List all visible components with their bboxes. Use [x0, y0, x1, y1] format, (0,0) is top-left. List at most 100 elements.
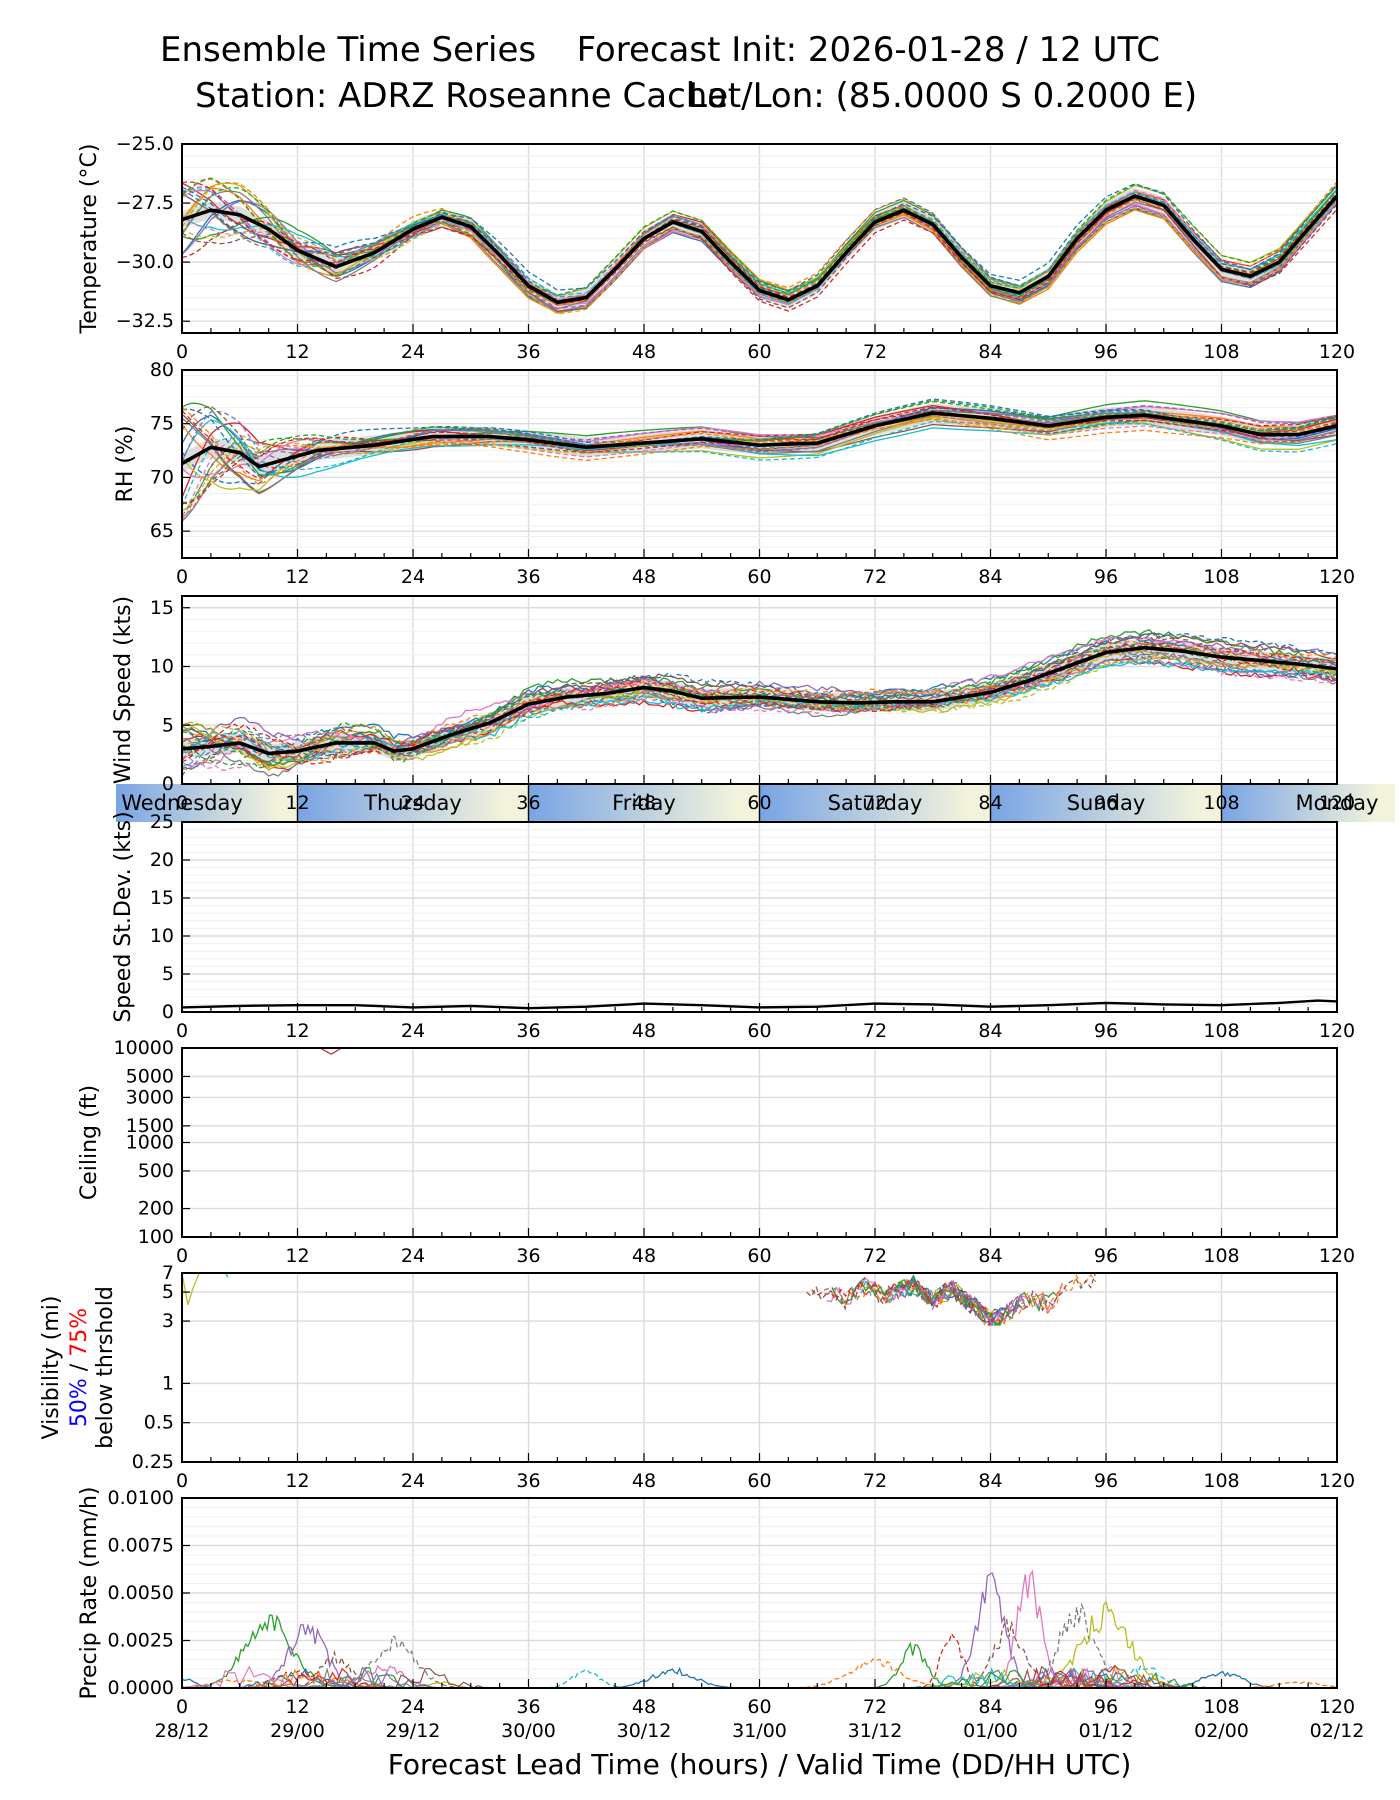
x-tick-label: 12 [285, 341, 309, 363]
latlon-label: Lat/Lon: (85.0000 S 0.2000 E) [688, 76, 1198, 116]
x-tick-label: 84 [978, 341, 1002, 363]
x-tick-label: 0 [176, 1470, 188, 1492]
y-tick-label: 0 [162, 1001, 174, 1023]
x-tick-label: 48 [632, 1020, 656, 1042]
y-tick-label: 3 [162, 1310, 174, 1332]
x-tick-label: 24 [401, 566, 425, 588]
member-line [182, 399, 1337, 504]
member-line [182, 420, 1337, 507]
visibility-member-line [182, 1273, 200, 1305]
x-tick-label: 60 [747, 1696, 771, 1718]
member-line [182, 417, 1337, 513]
day-band-segment [990, 784, 1222, 822]
valid-time-label: 02/00 [1194, 1720, 1249, 1742]
member-line [182, 409, 1337, 480]
panel-rh: 0 12 24 36 48 60 72 84 96 108 120 65 70 75 80 RH (%) [113, 359, 1355, 588]
visibility-member-line [811, 1279, 996, 1327]
x-tick-label: 108 [1203, 1470, 1239, 1492]
member-line [182, 648, 1337, 772]
member-line [182, 660, 1337, 763]
panel-precip_rate: 0 12 24 36 48 60 72 84 96 108 120 0.0000 0.0025 0.005… [77, 1487, 1355, 1718]
precip-member-line [781, 1658, 967, 1688]
member-line [182, 400, 1337, 517]
x-tick-label: 120 [1319, 1470, 1355, 1492]
x-tick-label: 0 [176, 341, 188, 363]
x-tick-label: 96 [1094, 1020, 1118, 1042]
ensemble-mean-line [182, 645, 1337, 756]
y-tick-label: 3000 [126, 1086, 174, 1108]
x-tick-label: 0 [176, 792, 188, 814]
y-tick-label: 5 [162, 714, 174, 736]
station-label: Station: ADRZ Roseanne Cache [195, 76, 729, 116]
valid-time-label: 01/00 [963, 1720, 1018, 1742]
y-axis-label-line3: below thrshold [93, 1286, 118, 1449]
y-tick-label: 10000 [114, 1037, 174, 1059]
x-tick-label: 60 [747, 566, 771, 588]
x-tick-label: 48 [632, 792, 656, 814]
day-label: Wednesday [121, 791, 243, 815]
member-line [182, 182, 1337, 299]
y-tick-label: 0.25 [132, 1451, 174, 1473]
x-tick-label: 108 [1203, 792, 1239, 814]
y-tick-label: 10 [150, 925, 174, 947]
plot-area-ceiling [321, 1048, 342, 1055]
day-label: Sunday [1067, 791, 1146, 815]
precip-member-line [1080, 1665, 1208, 1688]
member-line [182, 398, 1337, 477]
x-tick-label: 96 [1094, 1470, 1118, 1492]
y-axis-label: Visibility (mi) [39, 1296, 64, 1440]
member-line [182, 641, 1337, 765]
ensemble-mean-line [182, 194, 1337, 305]
x-tick-label: 36 [516, 341, 540, 363]
y-tick-label: 1 [162, 1372, 174, 1394]
x-tick-label: 84 [978, 1245, 1002, 1267]
y-tick-label: 1500 [126, 1115, 174, 1137]
y-tick-label: 80 [150, 359, 174, 381]
y-axis-label: Precip Rate (mm/h) [77, 1487, 102, 1700]
plot-area-precip_rate [182, 1569, 1337, 1688]
visibility-member-line [806, 1273, 1097, 1319]
y-axis-label: Wind Speed (kts) [111, 596, 136, 784]
x-tick-label: 36 [516, 1470, 540, 1492]
x-tick-label: 12 [285, 1696, 309, 1718]
x-tick-label: 120 [1319, 1245, 1355, 1267]
y-tick-label: 70 [150, 466, 174, 488]
member-line [182, 178, 1337, 307]
y-axis-label: Ceiling (ft) [77, 1085, 102, 1200]
member-line [182, 632, 1337, 757]
plot-area-visibility [182, 1273, 1097, 1327]
precip-member-line [302, 1666, 438, 1688]
x-tick-label: 48 [632, 1696, 656, 1718]
valid-time-label: 29/00 [270, 1720, 325, 1742]
panel-visibility: 0 12 24 36 48 60 72 84 96 108 120 0.25 0.5 1 3 57 Visibi… [39, 1262, 1355, 1492]
x-axis-label: Forecast Lead Time (hours) / Valid Time … [388, 1748, 1132, 1781]
y-axis-label: Temperature (°C) [77, 144, 102, 335]
precip-member-line [979, 1665, 1114, 1688]
x-tick-label: 24 [401, 1470, 425, 1492]
x-tick-label: 96 [1094, 1696, 1118, 1718]
x-tick-label: 72 [863, 1245, 887, 1267]
day-band-segment [1221, 784, 1395, 822]
y-tick-label: −32.5 [116, 310, 174, 332]
y-tick-label: 0.0000 [108, 1677, 174, 1699]
x-tick-label: 0 [176, 566, 188, 588]
y-tick-label: −27.5 [116, 192, 174, 214]
y-tick-label: −30.0 [116, 251, 174, 273]
x-tick-label: 12 [285, 1020, 309, 1042]
y-tick-label: 5 [162, 963, 174, 985]
x-tick-label: 72 [863, 341, 887, 363]
vis-50-label: 50% [67, 1378, 92, 1427]
y-tick-label: 500 [138, 1160, 174, 1182]
x-tick-label: 84 [978, 1696, 1002, 1718]
member-line [182, 413, 1337, 518]
y-tick-label: 200 [138, 1198, 174, 1220]
y-tick-label: 0.0050 [108, 1582, 174, 1604]
chart-title: Ensemble Time Series [160, 30, 537, 70]
x-tick-label: 48 [632, 1245, 656, 1267]
x-tick-label: 60 [747, 1245, 771, 1267]
x-tick-label: 96 [1094, 1245, 1118, 1267]
x-tick-label: 108 [1203, 1020, 1239, 1042]
y-tick-label: 0.0025 [108, 1630, 174, 1652]
x-tick-label: 24 [401, 792, 425, 814]
